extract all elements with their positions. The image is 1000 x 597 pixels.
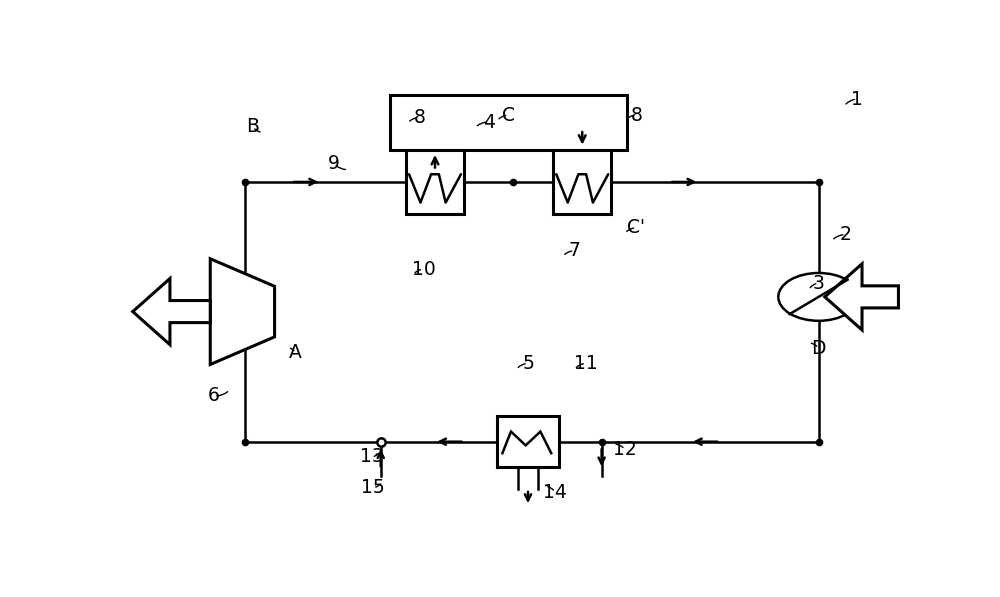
- Text: 10: 10: [412, 260, 435, 279]
- Text: 13: 13: [360, 447, 383, 466]
- Text: 14: 14: [543, 483, 567, 501]
- Text: 15: 15: [361, 478, 385, 497]
- Polygon shape: [210, 259, 275, 364]
- Polygon shape: [133, 278, 210, 344]
- Text: 1: 1: [851, 90, 863, 109]
- Circle shape: [778, 273, 859, 321]
- Bar: [390, 94, 627, 150]
- Text: B: B: [246, 117, 259, 136]
- Text: D: D: [811, 339, 826, 358]
- Polygon shape: [825, 264, 898, 330]
- Text: 4: 4: [483, 113, 495, 132]
- Text: 3: 3: [813, 273, 825, 293]
- Text: 12: 12: [613, 440, 637, 459]
- Text: 9: 9: [328, 154, 340, 173]
- Text: 8: 8: [631, 106, 642, 125]
- Text: 2: 2: [840, 225, 852, 244]
- Bar: [497, 417, 559, 467]
- Text: C: C: [502, 106, 515, 125]
- Text: C': C': [628, 219, 646, 238]
- Text: A: A: [289, 343, 302, 362]
- Text: 11: 11: [574, 354, 598, 373]
- Text: 5: 5: [522, 354, 534, 373]
- Bar: [406, 150, 464, 214]
- Bar: [553, 150, 611, 214]
- Text: 7: 7: [569, 241, 580, 260]
- Text: 6: 6: [208, 386, 220, 405]
- Text: 8: 8: [414, 108, 425, 127]
